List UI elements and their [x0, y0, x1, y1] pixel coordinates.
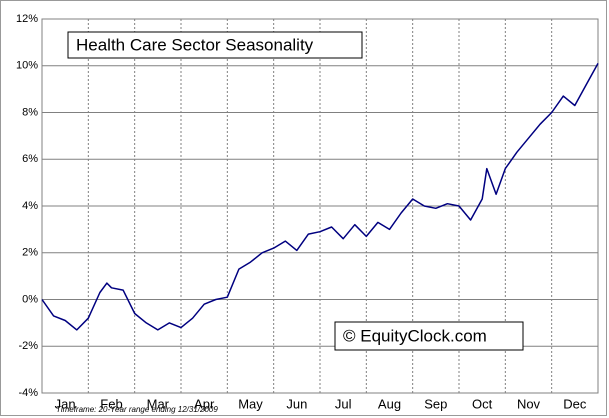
x-tick-label: Dec: [563, 396, 587, 411]
y-tick-label: 10%: [16, 60, 38, 72]
y-tick-label: 6%: [22, 153, 38, 165]
watermark-box: [334, 321, 524, 351]
y-tick-label: 0%: [22, 293, 38, 305]
x-tick-label: Sep: [424, 396, 447, 411]
x-tick-label: Feb: [100, 396, 122, 411]
x-tick-label: Jan: [55, 396, 76, 411]
x-tick-label: Jun: [286, 396, 307, 411]
y-tick-label: 4%: [22, 200, 38, 212]
series-line: [41, 63, 599, 331]
y-tick-label: 8%: [22, 106, 38, 118]
x-tick-label: Mar: [147, 396, 170, 411]
x-tick-label: Nov: [517, 396, 541, 411]
watermark: © EquityClock.com: [343, 326, 487, 345]
x-tick-label: Aug: [378, 396, 401, 411]
y-tick-label: -2%: [18, 340, 38, 352]
x-tick-label: Oct: [472, 396, 493, 411]
plot-border: [41, 18, 599, 394]
x-tick-label: Jul: [335, 396, 352, 411]
title-box: [67, 31, 363, 59]
y-tick-label: 2%: [22, 247, 38, 259]
footnote: Timeframe: 20-Year range ending 12/31/20…: [56, 405, 218, 414]
y-tick-label: -4%: [18, 387, 38, 399]
y-tick-label: 12%: [16, 13, 38, 25]
x-tick-label: May: [238, 396, 263, 411]
x-tick-label: Apr: [194, 396, 215, 411]
chart-title: Health Care Sector Seasonality: [76, 35, 314, 54]
